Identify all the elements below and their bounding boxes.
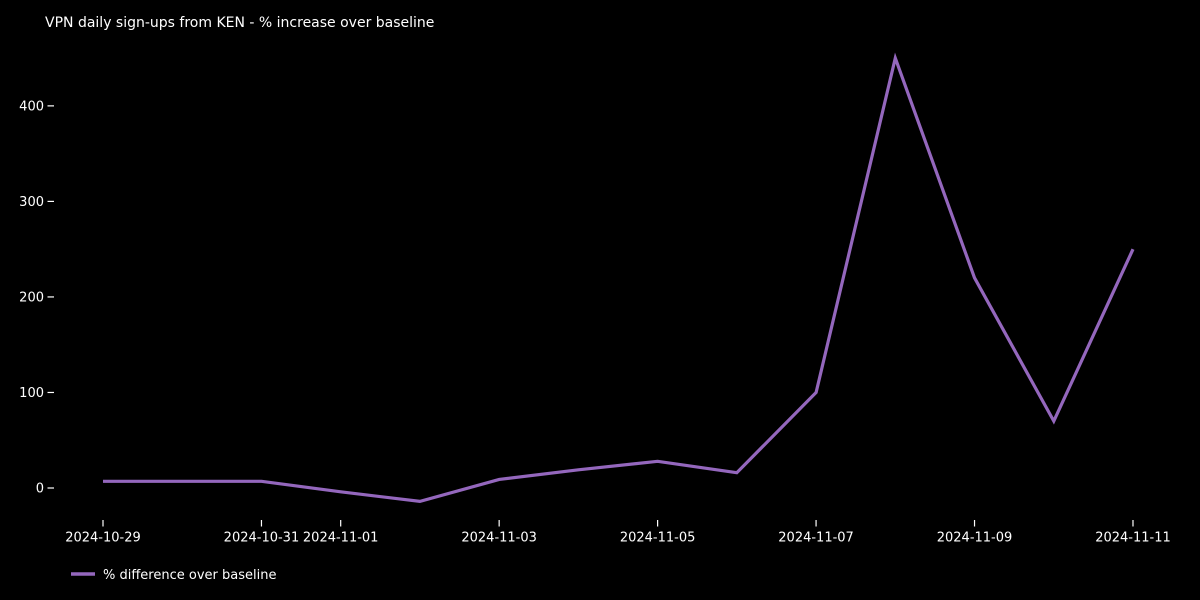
x-tick-label: 2024-11-07 [778,531,854,546]
x-tick-label: 2024-11-01 [303,531,379,546]
y-tick-label: 0 [36,482,44,497]
y-tick-label: 200 [19,290,44,305]
y-tick-label: 400 [19,99,44,114]
x-tick-label: 2024-10-31 [224,531,300,546]
x-axis-ticks: 2024-10-29 2024-10-31 2024-11-01 2024-11-03… [65,520,1171,546]
x-tick-label: 2024-11-09 [937,531,1013,546]
y-axis-ticks: 0 100 200 300 400 [19,99,54,497]
x-tick-label: 2024-11-03 [461,531,537,546]
x-tick-label: 2024-11-05 [620,531,696,546]
chart-title: VPN daily sign-ups from KEN - % increase… [45,15,434,31]
legend-label: % difference over baseline [103,568,276,583]
y-tick-label: 300 [19,195,44,210]
y-tick-label: 100 [19,386,44,401]
series-line [103,52,1135,504]
x-tick-label: 2024-11-11 [1095,531,1171,546]
x-tick-label: 2024-10-29 [65,531,141,546]
legend: % difference over baseline [71,568,276,583]
